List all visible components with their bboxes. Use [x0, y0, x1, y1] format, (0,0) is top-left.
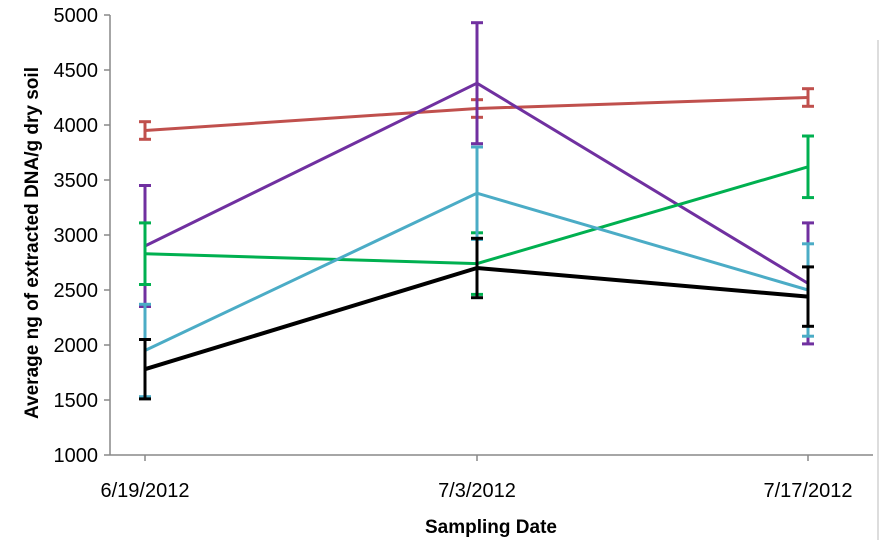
series-line: [144, 81, 809, 285]
x-tick-label: 6/19/2012: [101, 480, 190, 502]
series-layer: [139, 21, 814, 401]
x-tick-label: 7/3/2012: [438, 480, 516, 502]
x-tick-label: 7/17/2012: [764, 480, 853, 502]
y-tick-label: 3000: [54, 225, 99, 247]
y-tick-label: 4000: [54, 115, 99, 137]
y-tick-label: 5000: [54, 5, 99, 27]
y-tick-label: 1500: [54, 390, 99, 412]
y-tick-label: 3500: [54, 170, 99, 192]
y-tick-label: 4500: [54, 60, 99, 82]
series-line: [144, 265, 809, 372]
series-5: [139, 236, 814, 401]
series-line: [144, 191, 809, 352]
x-axis-title: Sampling Date: [425, 517, 557, 538]
y-tick-label: 2000: [54, 335, 99, 357]
y-axis-ticks: 1000 1500 2000 2500 3000 3500 4000 4500 5000: [54, 5, 110, 467]
y-axis-title: Average ng of extracted DNA/g dry soil: [22, 67, 43, 419]
y-tick-label: 1000: [54, 445, 99, 467]
y-tick-label: 2500: [54, 280, 99, 302]
x-axis-ticks: 6/19/2012 7/3/2012 7/17/2012: [101, 455, 853, 502]
